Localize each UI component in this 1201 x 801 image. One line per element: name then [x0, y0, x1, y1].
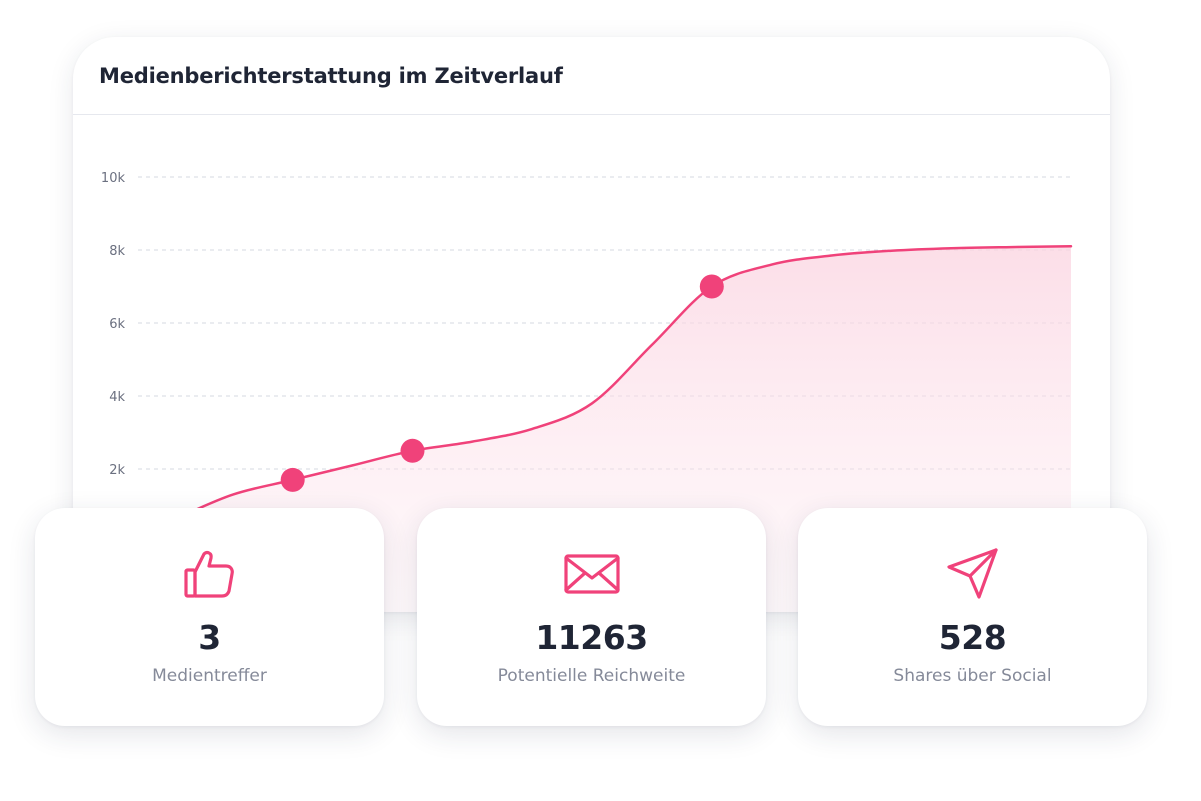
y-tick-label: 4k — [109, 390, 125, 405]
y-tick-label: 2k — [109, 463, 125, 478]
stat-label: Shares über Social — [893, 666, 1052, 686]
stat-value: 11263 — [535, 618, 648, 657]
data-point[interactable] — [280, 467, 305, 492]
envelope-icon — [417, 546, 766, 602]
stat-card-reichweite: 11263 Potentielle Reichweite — [417, 508, 766, 726]
y-tick-label: 6k — [109, 317, 125, 332]
stat-value: 3 — [198, 618, 221, 657]
chart-header: Medienberichterstattung im Zeitverlauf — [73, 37, 1110, 115]
stat-label: Potentielle Reichweite — [497, 666, 686, 686]
stat-label: Medientreffer — [152, 666, 267, 686]
chart-title: Medienberichterstattung im Zeitverlauf — [99, 63, 563, 88]
data-point[interactable] — [699, 274, 724, 299]
data-point[interactable] — [400, 438, 425, 463]
stat-card-shares: 528 Shares über Social — [798, 508, 1147, 726]
stat-value: 528 — [938, 618, 1007, 657]
y-tick-label: 10k — [101, 171, 126, 186]
stat-card-medientreffer: 3 Medientreffer — [35, 508, 384, 726]
y-tick-label: 8k — [109, 244, 125, 259]
series-line — [171, 245, 1073, 522]
send-icon — [798, 546, 1147, 602]
thumbs-up-icon — [35, 546, 384, 602]
